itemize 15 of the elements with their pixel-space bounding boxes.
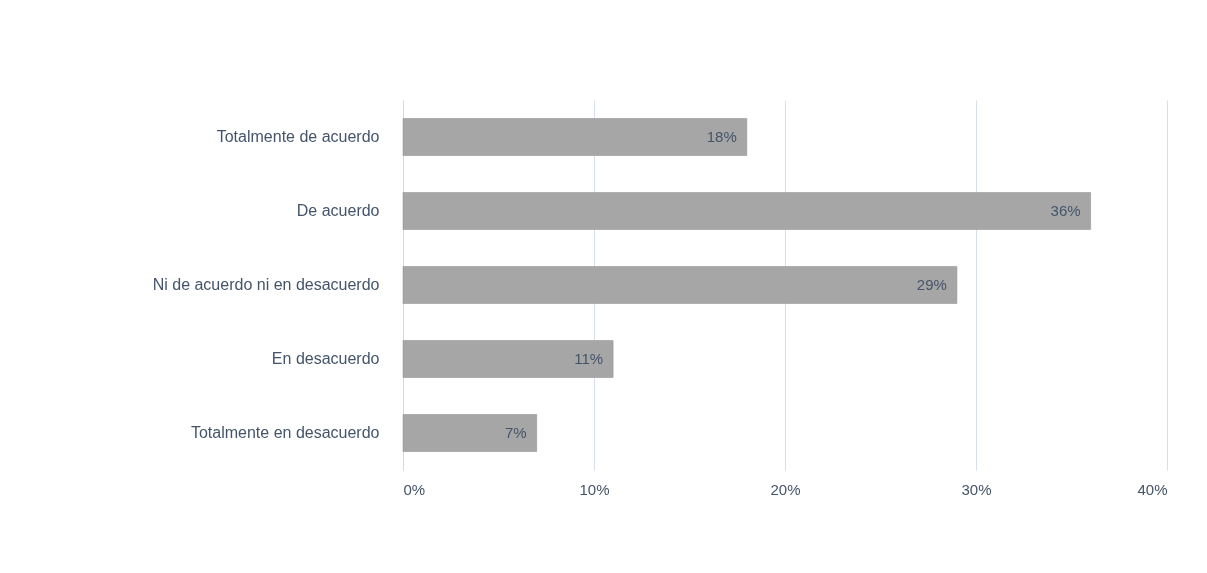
data-label: 18% <box>706 128 737 145</box>
y-tick-label: Ni de acuerdo ni en desacuerdo <box>152 276 380 293</box>
x-tick-label: 0% <box>403 480 426 498</box>
y-tick-label: De acuerdo <box>296 202 380 219</box>
data-label: 11% <box>574 350 604 367</box>
data-label: 36% <box>1050 202 1081 219</box>
y-tick-label: Totalmente de acuerdo <box>216 128 380 145</box>
x-tick-label: 30% <box>961 480 992 498</box>
x-tick-label: 20% <box>770 480 801 498</box>
x-tick-label: 40% <box>1137 480 1168 498</box>
y-tick-label: En desacuerdo <box>271 350 380 367</box>
data-label: 7% <box>505 424 527 441</box>
y-tick-label: Totalmente en desacuerdo <box>190 424 380 441</box>
x-tick-label: 10% <box>579 480 610 498</box>
data-label: 29% <box>916 276 947 293</box>
